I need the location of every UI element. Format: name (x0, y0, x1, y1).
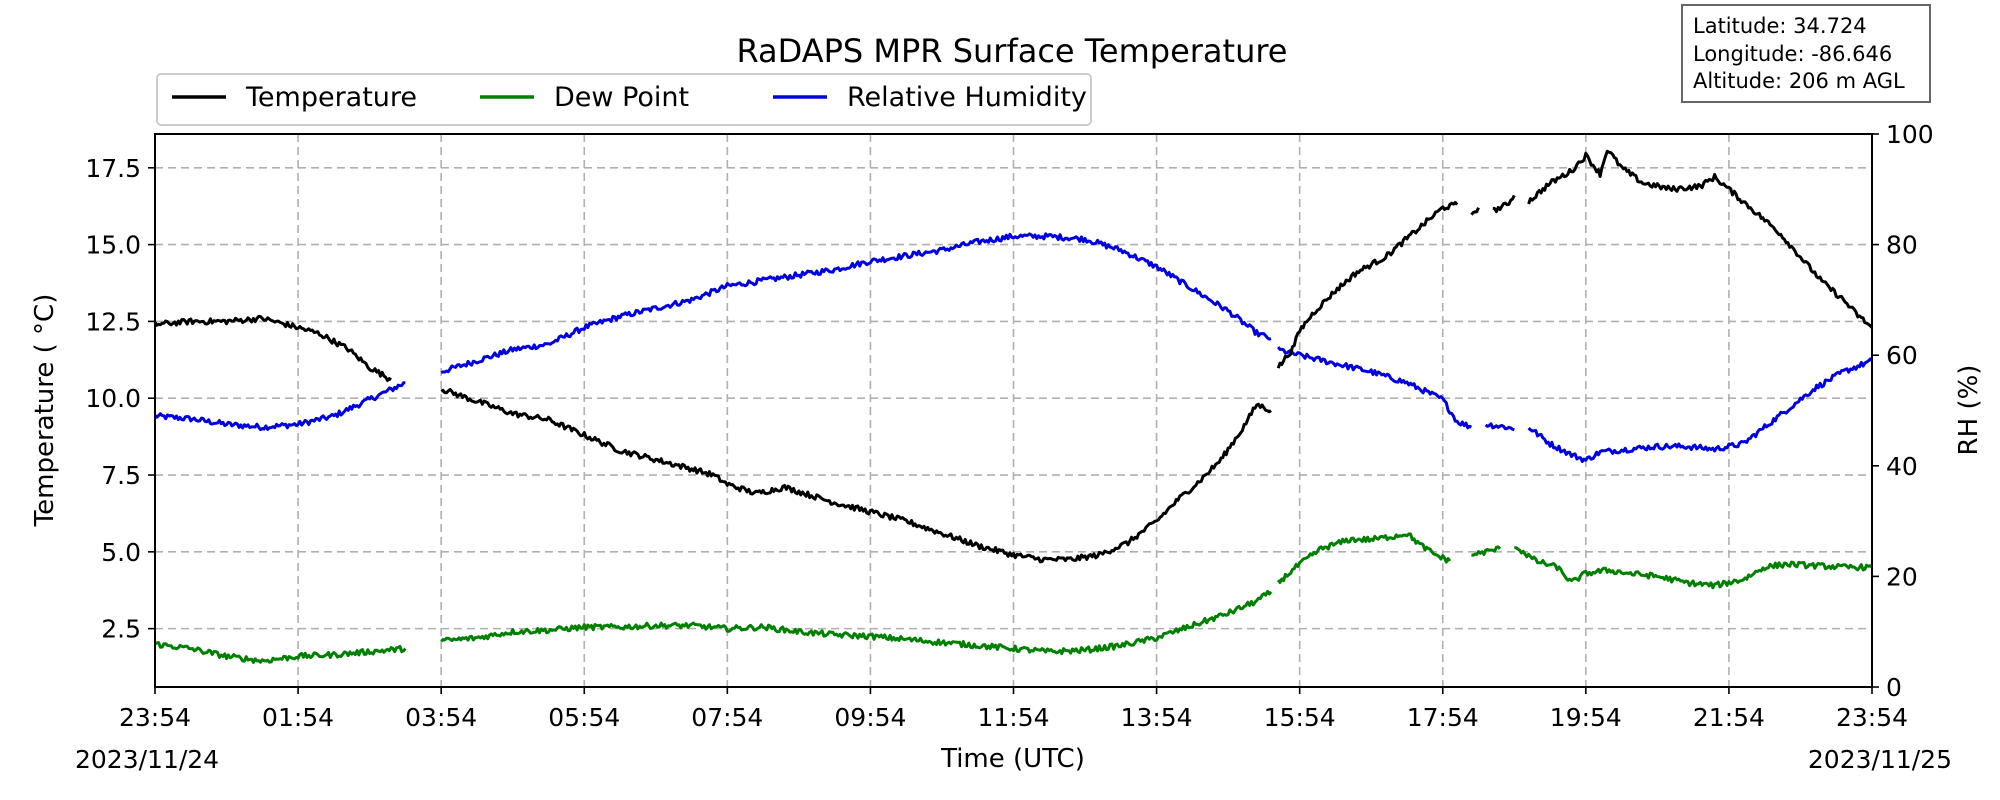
x-tick-label: 05:54 (548, 703, 620, 732)
series-line-relative-humidity (153, 381, 406, 432)
x-axis-label: Time (UTC) (940, 744, 1085, 774)
legend-label-dew-point: Dew Point (554, 82, 689, 113)
grid (155, 134, 1872, 687)
info-box-frame (1681, 4, 1931, 103)
y-left-tick-label: 15.0 (85, 231, 141, 260)
axes: 23:54 01:54 03:54 05:54 07:54 09:54 11:54 13:54… (85, 120, 1933, 732)
x-tick-label: 03:54 (405, 703, 477, 732)
y-right-tick-label: 100 (1886, 120, 1934, 149)
start-date-label: 2023/11/24 (75, 745, 219, 774)
y-axis-left-label: Temperature ( °C) (30, 294, 60, 528)
y-left-tick-label: 7.5 (101, 461, 141, 490)
end-date-label: 2023/11/25 (1808, 745, 1952, 774)
series-line-relative-humidity (440, 232, 1272, 374)
x-tick-label: 11:54 (977, 703, 1049, 732)
series-line-relative-humidity (1527, 357, 1874, 463)
legend: Temperature Dew Point Relative Humidity (156, 73, 1092, 126)
y-right-tick-label: 60 (1886, 341, 1918, 370)
series-line-temperature (1527, 149, 1874, 329)
info-longitude: Longitude: -86.646 (1693, 42, 1892, 66)
series-line-dew-point (1471, 545, 1502, 557)
y-right-tick-label: 40 (1886, 452, 1918, 481)
legend-frame (156, 73, 1092, 126)
series-layer (153, 149, 1874, 664)
y-left-tick-label: 17.5 (85, 154, 141, 183)
x-tick-label: 07:54 (691, 703, 763, 732)
legend-label-relative-humidity: Relative Humidity (847, 82, 1087, 113)
series-line-relative-humidity (1484, 422, 1515, 432)
x-tick-label: 01:54 (262, 703, 334, 732)
y-left-tick-label: 5.0 (101, 538, 141, 567)
series-line-temperature (440, 388, 1272, 564)
series-line-relative-humidity (1277, 346, 1473, 430)
series-line-temperature (1492, 194, 1516, 214)
x-tick-label: 15:54 (1264, 703, 1336, 732)
series-line-dew-point (440, 589, 1273, 656)
x-tick-label: 21:54 (1693, 703, 1765, 732)
y-left-tick-label: 2.5 (101, 615, 141, 644)
series-line-dew-point (154, 641, 407, 664)
x-tick-label: 09:54 (834, 703, 906, 732)
series-line-dew-point (1276, 532, 1452, 584)
x-tick-label: 17:54 (1407, 703, 1479, 732)
legend-label-temperature: Temperature (245, 82, 417, 113)
y-right-tick-label: 20 (1886, 562, 1918, 591)
x-tick-label: 23:54 (1836, 703, 1908, 732)
info-latitude: Latitude: 34.724 (1693, 14, 1867, 38)
series-line-temperature (1276, 201, 1459, 369)
x-tick-label: 23:54 (119, 703, 191, 732)
x-tick-label: 13:54 (1121, 703, 1193, 732)
y-axis-right-label: RH (%) (1954, 365, 1984, 456)
y-right-tick-label: 80 (1886, 231, 1918, 260)
y-left-tick-label: 12.5 (85, 307, 141, 336)
info-altitude: Altitude: 206 m AGL (1693, 69, 1905, 93)
info-box: Latitude: 34.724 Longitude: -86.646 Alti… (1681, 4, 1931, 103)
y-left-tick-label: 10.0 (85, 384, 141, 413)
series-line-temperature (153, 314, 392, 382)
chart-title: RaDAPS MPR Surface Temperature (737, 32, 1288, 70)
y-right-tick-label: 0 (1886, 673, 1902, 702)
series-line-dew-point (1513, 546, 1873, 590)
series-line-temperature (1470, 207, 1480, 216)
x-tick-label: 19:54 (1550, 703, 1622, 732)
